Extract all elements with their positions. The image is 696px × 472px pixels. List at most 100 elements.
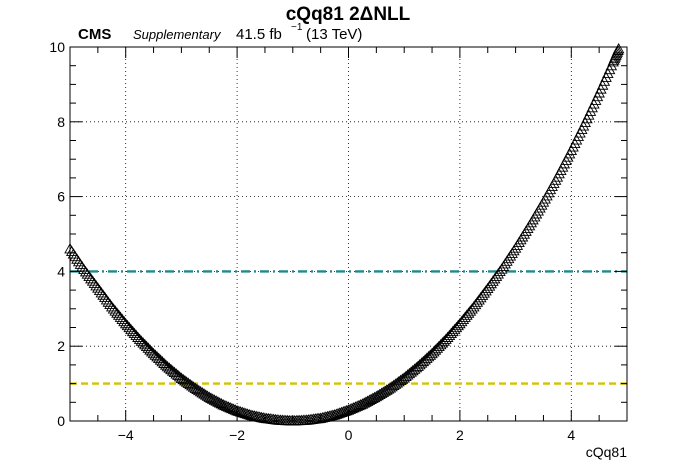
data-point bbox=[337, 406, 350, 417]
data-point bbox=[219, 399, 231, 411]
y-tick-label: 8 bbox=[57, 114, 65, 130]
data-point bbox=[429, 344, 442, 355]
data-point bbox=[563, 147, 576, 159]
data-point bbox=[226, 402, 238, 414]
data-point bbox=[556, 161, 569, 172]
data-point bbox=[222, 401, 235, 412]
data-point bbox=[229, 404, 242, 415]
data-point bbox=[335, 406, 348, 418]
data-point bbox=[334, 407, 346, 418]
grid bbox=[70, 46, 627, 422]
data-point bbox=[387, 379, 400, 391]
data-point bbox=[224, 401, 236, 413]
data-point bbox=[532, 205, 544, 216]
data-point bbox=[551, 171, 564, 182]
cms-extra-label: Supplementary bbox=[133, 27, 222, 42]
data-point bbox=[426, 347, 438, 359]
data-point bbox=[548, 177, 560, 188]
data-point bbox=[116, 313, 128, 325]
data-point bbox=[391, 377, 404, 388]
data-point bbox=[241, 408, 254, 419]
data-point bbox=[450, 321, 463, 333]
chart-title: cQq81 2ΔNLL bbox=[286, 4, 411, 25]
data-point bbox=[440, 333, 452, 344]
data-markers bbox=[64, 42, 625, 426]
data-point bbox=[546, 180, 558, 191]
data-point bbox=[126, 325, 139, 337]
data-point bbox=[433, 340, 445, 352]
data-point bbox=[422, 350, 435, 362]
data-point bbox=[281, 414, 294, 426]
data-point bbox=[438, 335, 450, 346]
data-point bbox=[285, 414, 297, 426]
data-point bbox=[565, 144, 578, 156]
lumi-energy: (13 TeV) bbox=[306, 26, 362, 43]
data-point bbox=[243, 408, 256, 420]
data-point bbox=[528, 211, 541, 222]
data-point bbox=[132, 331, 144, 342]
data-point bbox=[534, 202, 546, 213]
data-point bbox=[441, 331, 454, 342]
data-point bbox=[130, 329, 142, 340]
data-point bbox=[112, 309, 125, 320]
data-point bbox=[431, 342, 444, 353]
data-point bbox=[111, 307, 123, 318]
data-point bbox=[328, 409, 341, 420]
x-tick-label: 4 bbox=[567, 427, 575, 443]
y-tick-label: 10 bbox=[49, 39, 65, 55]
data-point bbox=[434, 338, 447, 350]
data-point bbox=[330, 408, 343, 419]
data-point bbox=[447, 325, 459, 337]
data-point bbox=[293, 414, 306, 426]
data-point bbox=[106, 301, 118, 312]
data-point bbox=[114, 311, 127, 322]
x-tick-label: 0 bbox=[345, 427, 353, 443]
tick-labels: −4 −2 0 2 4 0 2 4 6 8 10 bbox=[49, 39, 575, 443]
data-point bbox=[558, 157, 571, 169]
data-point bbox=[542, 186, 555, 198]
data-point bbox=[238, 407, 250, 418]
data-point bbox=[332, 407, 344, 419]
lumi-value: 41.5 fb bbox=[236, 26, 282, 43]
data-point bbox=[549, 174, 562, 185]
data-point bbox=[109, 305, 122, 316]
x-tick-label: −4 bbox=[118, 427, 134, 443]
data-point bbox=[555, 164, 567, 175]
data-point bbox=[227, 403, 240, 414]
data-point bbox=[394, 374, 407, 385]
data-point bbox=[436, 337, 449, 348]
lumi-exponent: −1 bbox=[291, 22, 303, 33]
data-point bbox=[448, 323, 461, 335]
x-tick-label: −2 bbox=[229, 427, 245, 443]
data-point bbox=[118, 315, 130, 327]
data-point bbox=[535, 199, 548, 210]
data-point bbox=[215, 398, 228, 409]
data-point bbox=[541, 190, 553, 201]
data-point bbox=[525, 216, 538, 228]
data-point bbox=[393, 375, 405, 387]
y-tick-label: 4 bbox=[57, 263, 65, 279]
y-tick-label: 0 bbox=[57, 413, 65, 429]
cms-label: CMS bbox=[78, 26, 111, 43]
data-point bbox=[128, 327, 141, 339]
data-point bbox=[539, 193, 551, 204]
data-point bbox=[560, 154, 572, 166]
data-point bbox=[288, 414, 301, 426]
data-point bbox=[121, 319, 134, 331]
data-point bbox=[107, 303, 120, 314]
axis-ticks bbox=[69, 46, 628, 422]
data-point bbox=[233, 405, 245, 416]
data-point bbox=[523, 219, 536, 231]
data-point bbox=[389, 378, 402, 389]
data-point bbox=[123, 321, 135, 333]
data-point bbox=[234, 406, 247, 417]
y-tick-label: 6 bbox=[57, 189, 65, 205]
data-point bbox=[386, 380, 398, 392]
data-point bbox=[280, 414, 292, 426]
x-tick-label: 2 bbox=[456, 427, 464, 443]
data-point bbox=[553, 167, 565, 179]
reference-lines bbox=[70, 270, 627, 385]
data-point bbox=[527, 213, 539, 225]
y-tick-label: 2 bbox=[57, 338, 65, 354]
data-point bbox=[292, 414, 304, 426]
